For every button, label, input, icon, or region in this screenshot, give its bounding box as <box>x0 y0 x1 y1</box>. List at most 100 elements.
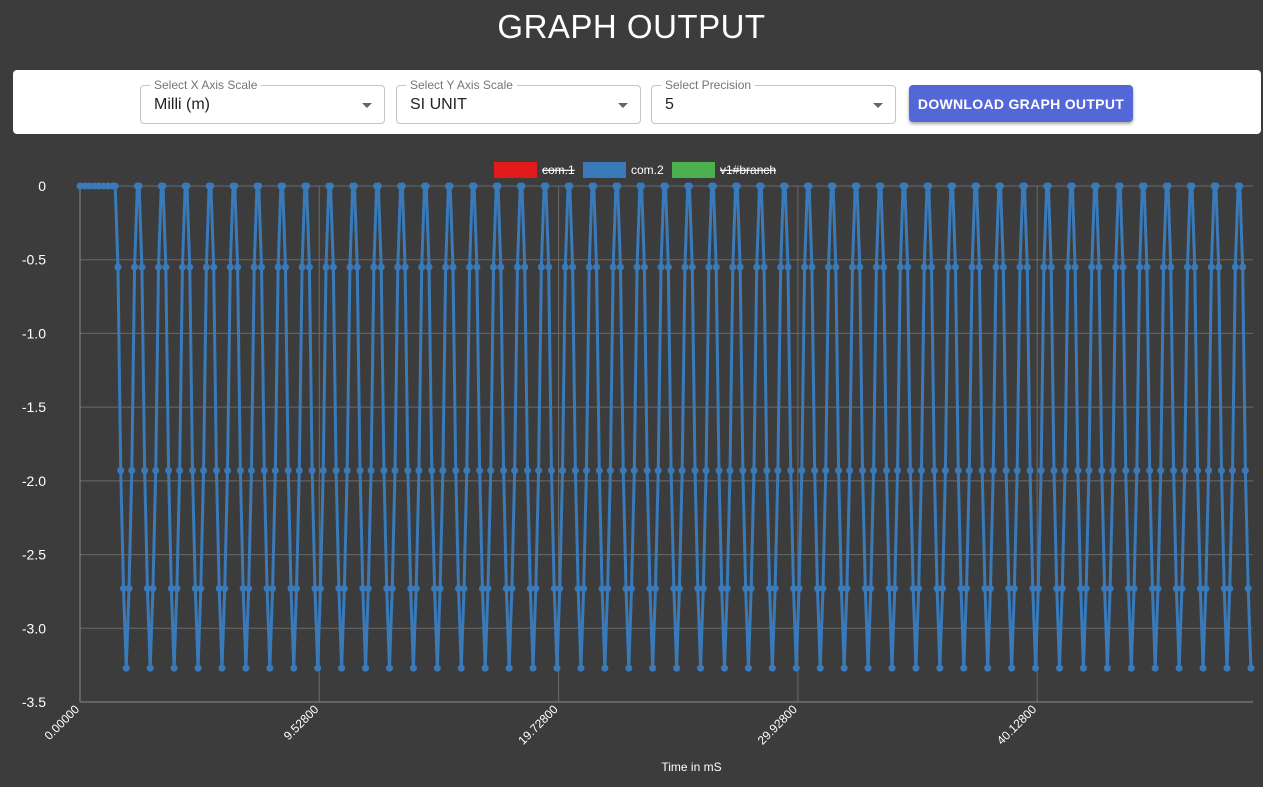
data-point <box>1002 467 1010 475</box>
data-point <box>529 664 537 672</box>
data-point <box>733 182 741 190</box>
data-point <box>664 263 672 271</box>
data-point <box>999 263 1007 271</box>
data-point <box>338 664 346 672</box>
data-point <box>236 467 244 475</box>
data-point <box>293 584 301 592</box>
data-point <box>920 263 928 271</box>
data-point <box>628 584 636 592</box>
data-point <box>1231 263 1239 271</box>
data-point <box>377 263 385 271</box>
data-point <box>476 467 484 475</box>
data-point <box>912 664 920 672</box>
data-point <box>1010 584 1018 592</box>
data-point <box>566 182 574 190</box>
data-point <box>1008 664 1016 672</box>
data-point <box>1223 664 1231 672</box>
data-point <box>736 263 744 271</box>
precision-select[interactable]: Select Precision 5 <box>651 78 896 124</box>
data-point <box>1205 467 1213 475</box>
data-point <box>709 182 717 190</box>
data-point <box>146 664 154 672</box>
data-point <box>625 664 633 672</box>
data-point <box>688 263 696 271</box>
data-point <box>1151 664 1159 672</box>
chevron-down-icon <box>618 103 628 108</box>
data-point <box>1023 263 1031 271</box>
data-point <box>675 584 683 592</box>
data-point <box>502 584 510 592</box>
data-point <box>418 263 426 271</box>
data-point <box>930 467 938 475</box>
data-point <box>314 664 322 672</box>
data-point <box>729 263 737 271</box>
data-point <box>888 664 896 672</box>
data-point <box>957 584 965 592</box>
data-point <box>547 467 555 475</box>
data-point <box>466 263 474 271</box>
data-point <box>651 584 659 592</box>
data-point <box>226 263 234 271</box>
y-tick-label: -3.0 <box>22 620 46 636</box>
data-point <box>415 467 423 475</box>
data-point <box>401 263 409 271</box>
data-point <box>894 467 902 475</box>
y-tick-label: -2.5 <box>22 547 46 563</box>
data-point <box>255 182 263 190</box>
data-point <box>559 467 567 475</box>
data-point <box>202 263 210 271</box>
data-point <box>436 584 444 592</box>
data-point <box>422 182 430 190</box>
data-point <box>1236 182 1244 190</box>
data-point <box>1092 182 1100 190</box>
x-axis-scale-label: Select X Axis Scale <box>150 78 262 92</box>
data-point <box>340 584 348 592</box>
x-axis-scale-select[interactable]: Select X Axis Scale Milli (m) <box>140 78 385 124</box>
data-point <box>490 263 498 271</box>
data-point <box>231 182 239 190</box>
data-point <box>856 263 864 271</box>
data-point <box>891 584 899 592</box>
data-point <box>535 467 543 475</box>
data-point <box>678 467 686 475</box>
data-point <box>311 584 319 592</box>
graph-controls-toolbar: Select X Axis Scale Milli (m) Select Y A… <box>13 70 1261 134</box>
data-point <box>805 182 813 190</box>
data-point <box>524 467 532 475</box>
data-point <box>532 584 540 592</box>
data-point <box>1029 584 1037 592</box>
data-point <box>885 584 893 592</box>
data-point <box>973 182 981 190</box>
data-point <box>452 467 460 475</box>
data-point <box>723 584 731 592</box>
precision-value: 5 <box>665 96 674 113</box>
data-point <box>162 263 170 271</box>
data-point <box>654 467 662 475</box>
data-point <box>407 584 415 592</box>
data-point <box>691 467 699 475</box>
data-point <box>726 467 734 475</box>
data-point <box>439 467 447 475</box>
y-axis-scale-select[interactable]: Select Y Axis Scale SI UNIT <box>396 78 641 124</box>
data-point <box>457 664 465 672</box>
data-point <box>224 467 232 475</box>
data-point <box>367 467 375 475</box>
data-point <box>694 584 702 592</box>
y-tick-label: -1.0 <box>22 325 46 341</box>
data-point <box>1071 263 1079 271</box>
data-point <box>1164 182 1172 190</box>
data-point <box>247 467 255 475</box>
data-point <box>766 584 774 592</box>
data-point <box>1196 584 1204 592</box>
legend-label: v1#branch <box>720 163 776 177</box>
download-graph-button[interactable]: DOWNLOAD GRAPH OUTPUT <box>909 85 1133 122</box>
data-point <box>986 584 994 592</box>
data-point <box>281 263 289 271</box>
data-point <box>239 584 247 592</box>
data-point <box>131 263 139 271</box>
data-point <box>604 584 612 592</box>
data-point <box>343 467 351 475</box>
data-point <box>1119 263 1127 271</box>
data-point <box>1157 467 1165 475</box>
data-point <box>191 584 199 592</box>
